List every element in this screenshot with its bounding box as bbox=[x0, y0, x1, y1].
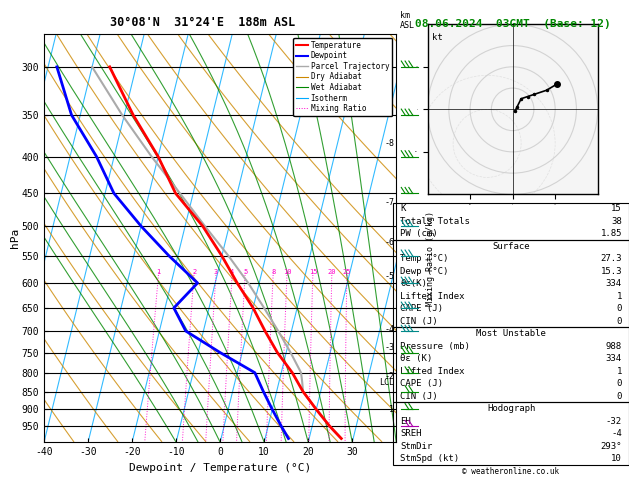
Text: 0: 0 bbox=[616, 379, 622, 388]
Text: 1: 1 bbox=[157, 269, 161, 276]
Text: -32: -32 bbox=[606, 417, 622, 426]
Text: SREH: SREH bbox=[400, 429, 421, 438]
Text: θε(K): θε(K) bbox=[400, 279, 427, 288]
Text: 0: 0 bbox=[616, 304, 622, 313]
Text: 0: 0 bbox=[616, 392, 622, 400]
Text: 1: 1 bbox=[616, 366, 622, 376]
Text: kt: kt bbox=[432, 33, 443, 42]
Text: 27.3: 27.3 bbox=[601, 254, 622, 263]
Text: -6: -6 bbox=[384, 238, 394, 247]
Text: Lifted Index: Lifted Index bbox=[400, 292, 465, 301]
Text: LCL: LCL bbox=[379, 378, 394, 387]
Text: Most Unstable: Most Unstable bbox=[476, 329, 546, 338]
Text: Temp (°C): Temp (°C) bbox=[400, 254, 448, 263]
Text: CIN (J): CIN (J) bbox=[400, 317, 438, 326]
Text: CIN (J): CIN (J) bbox=[400, 392, 438, 400]
Text: 334: 334 bbox=[606, 354, 622, 363]
Text: StmDir: StmDir bbox=[400, 442, 433, 451]
Text: CAPE (J): CAPE (J) bbox=[400, 379, 443, 388]
Text: © weatheronline.co.uk: © weatheronline.co.uk bbox=[462, 467, 560, 476]
Text: EH: EH bbox=[400, 417, 411, 426]
Text: 20: 20 bbox=[328, 269, 336, 276]
Text: 10: 10 bbox=[611, 454, 622, 463]
Text: K: K bbox=[400, 204, 406, 213]
Text: Surface: Surface bbox=[493, 242, 530, 251]
Text: 1.85: 1.85 bbox=[601, 229, 622, 238]
Bar bbox=[393, 328, 629, 402]
Text: Pressure (mb): Pressure (mb) bbox=[400, 342, 470, 351]
Text: -8: -8 bbox=[384, 139, 394, 148]
Text: 293°: 293° bbox=[601, 442, 622, 451]
Text: -4: -4 bbox=[611, 429, 622, 438]
Text: 25: 25 bbox=[343, 269, 351, 276]
Text: -4: -4 bbox=[384, 325, 394, 334]
Text: -3: -3 bbox=[384, 343, 394, 351]
Text: 10: 10 bbox=[283, 269, 291, 276]
Text: 2: 2 bbox=[192, 269, 196, 276]
Text: -2: -2 bbox=[384, 372, 394, 381]
X-axis label: Dewpoint / Temperature (°C): Dewpoint / Temperature (°C) bbox=[129, 463, 311, 473]
Text: 30°08'N  31°24'E  188m ASL: 30°08'N 31°24'E 188m ASL bbox=[110, 16, 295, 29]
Text: Lifted Index: Lifted Index bbox=[400, 366, 465, 376]
Text: CAPE (J): CAPE (J) bbox=[400, 304, 443, 313]
Text: 334: 334 bbox=[606, 279, 622, 288]
Text: Hodograph: Hodograph bbox=[487, 404, 535, 413]
Bar bbox=[393, 240, 629, 328]
Text: Dewp (°C): Dewp (°C) bbox=[400, 267, 448, 276]
Text: -7: -7 bbox=[384, 198, 394, 208]
Bar bbox=[393, 203, 629, 240]
Text: 3: 3 bbox=[214, 269, 218, 276]
Legend: Temperature, Dewpoint, Parcel Trajectory, Dry Adiabat, Wet Adiabat, Isotherm, Mi: Temperature, Dewpoint, Parcel Trajectory… bbox=[293, 38, 392, 116]
Text: Totals Totals: Totals Totals bbox=[400, 217, 470, 226]
Text: 0: 0 bbox=[616, 317, 622, 326]
Text: 4: 4 bbox=[230, 269, 235, 276]
Text: 08.06.2024  03GMT  (Base: 12): 08.06.2024 03GMT (Base: 12) bbox=[415, 19, 611, 29]
Y-axis label: hPa: hPa bbox=[10, 228, 20, 248]
Text: 5: 5 bbox=[243, 269, 247, 276]
Text: -5: -5 bbox=[384, 272, 394, 281]
Text: -1: -1 bbox=[384, 405, 394, 414]
Text: 8: 8 bbox=[271, 269, 276, 276]
Text: 38: 38 bbox=[611, 217, 622, 226]
Text: 988: 988 bbox=[606, 342, 622, 351]
Text: 15: 15 bbox=[611, 204, 622, 213]
Text: θε (K): θε (K) bbox=[400, 354, 433, 363]
Bar bbox=[393, 402, 629, 465]
Text: 15: 15 bbox=[309, 269, 317, 276]
Text: 15.3: 15.3 bbox=[601, 267, 622, 276]
Text: PW (cm): PW (cm) bbox=[400, 229, 438, 238]
Text: Mixing Ratio (g/kg): Mixing Ratio (g/kg) bbox=[426, 211, 435, 306]
Text: km
ASL: km ASL bbox=[400, 11, 415, 30]
Text: 1: 1 bbox=[616, 292, 622, 301]
Text: StmSpd (kt): StmSpd (kt) bbox=[400, 454, 459, 463]
